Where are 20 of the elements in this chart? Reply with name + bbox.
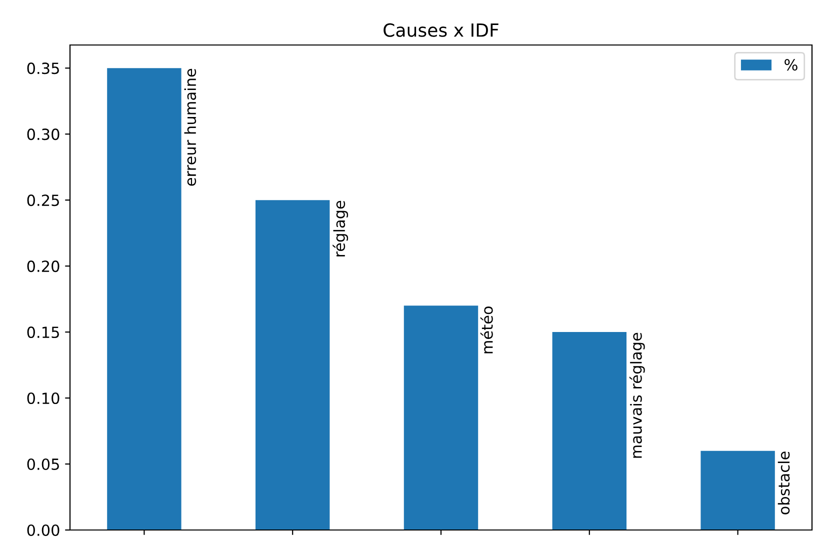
y-tick-label: 0.15 <box>27 326 59 338</box>
y-tick-label: 0.30 <box>27 128 60 140</box>
x-tick-label: météo <box>480 306 493 354</box>
y-tick-label: 0.10 <box>27 392 60 404</box>
bar <box>107 68 182 530</box>
x-tick-label: erreur humaine <box>184 68 196 186</box>
y-tick-label: 0.20 <box>27 260 60 272</box>
x-tick-label: réglage <box>332 200 348 256</box>
bar <box>256 200 330 530</box>
bar <box>404 306 478 530</box>
bar <box>700 450 775 530</box>
y-tick-label: 0.35 <box>27 62 59 74</box>
x-tick-label: mauvais réglage <box>629 332 645 458</box>
bar <box>552 332 626 530</box>
x-tick-label: obstacle <box>778 452 790 514</box>
y-tick-label: 0.00 <box>27 524 60 536</box>
y-tick-label: 0.25 <box>27 194 59 206</box>
chart-title: Causes x IDF <box>384 23 498 37</box>
legend-label: % <box>784 59 798 71</box>
y-tick-label: 0.05 <box>27 458 59 470</box>
